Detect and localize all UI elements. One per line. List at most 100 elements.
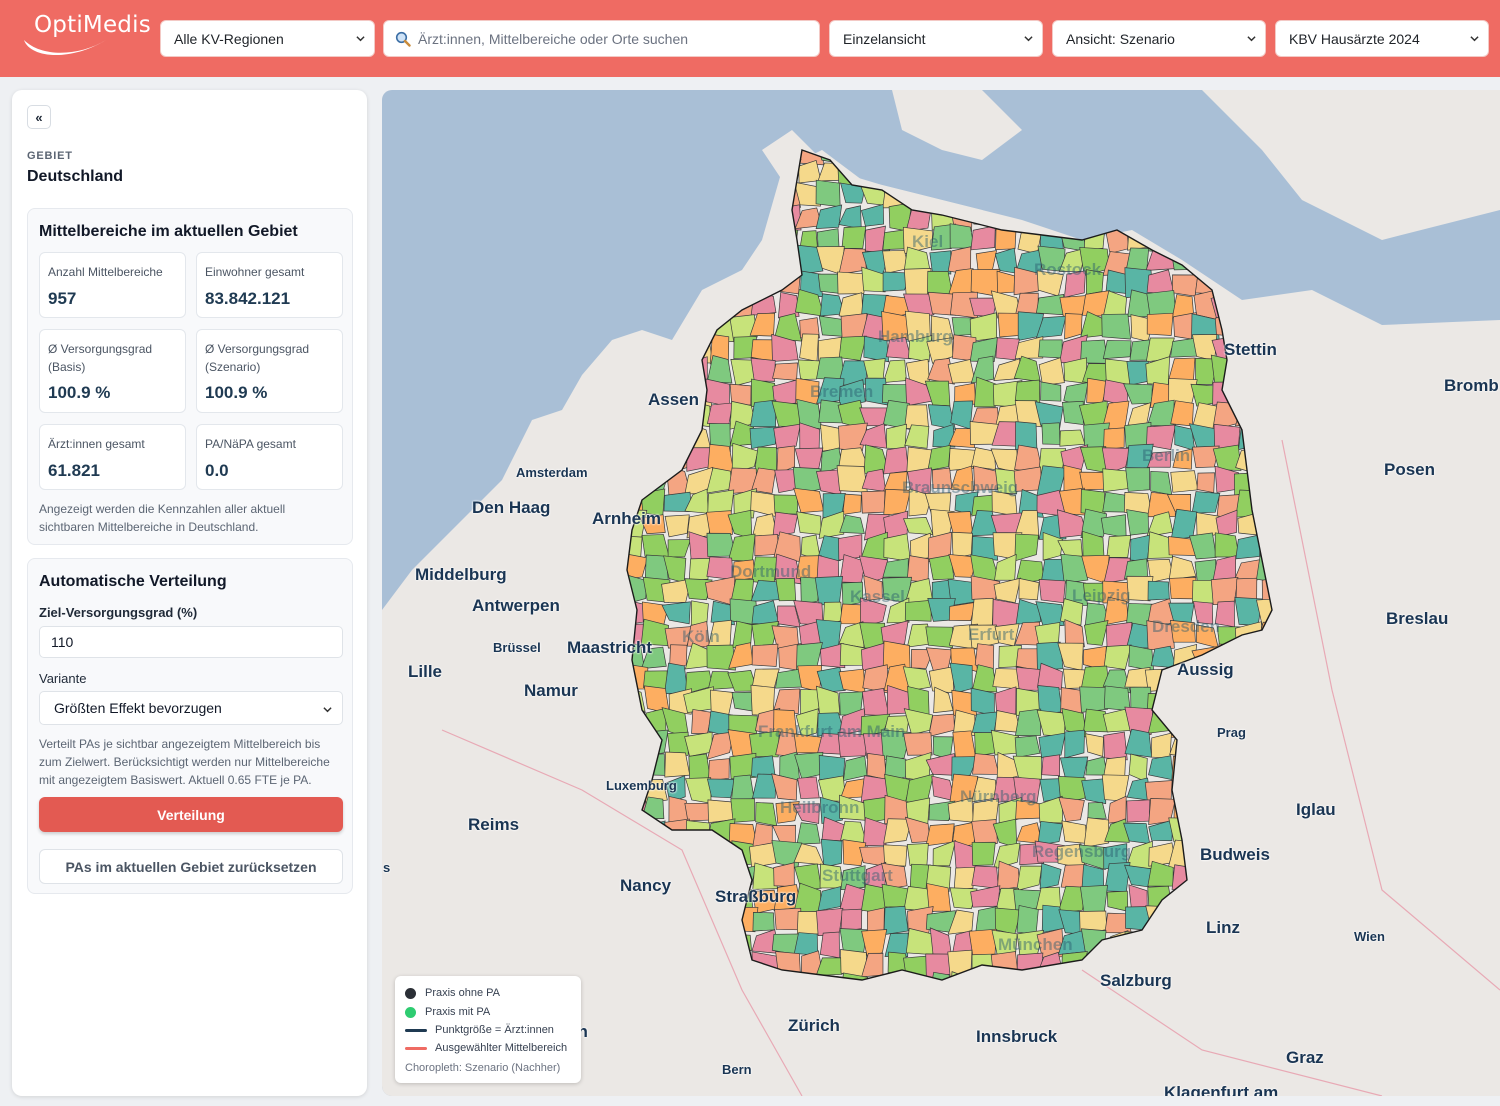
mittelbereich-region[interactable] xyxy=(1041,422,1061,445)
mittelbereich-region[interactable] xyxy=(1035,315,1067,339)
mittelbereich-region[interactable] xyxy=(667,539,692,558)
mittelbereich-region[interactable] xyxy=(773,688,801,715)
mittelbereich-region[interactable] xyxy=(749,426,780,449)
mittelbereich-region[interactable] xyxy=(859,531,888,562)
mittelbereich-region[interactable] xyxy=(863,575,883,601)
scenario-select[interactable]: Ansicht: Szenario xyxy=(1052,20,1266,57)
mittelbereich-region[interactable] xyxy=(1103,427,1125,451)
mittelbereich-region[interactable] xyxy=(883,446,909,475)
mittelbereich-region[interactable] xyxy=(776,445,796,475)
mittelbereich-region[interactable] xyxy=(1170,470,1199,493)
mittelbereich-region[interactable] xyxy=(971,841,996,866)
mittelbereich-region[interactable] xyxy=(710,600,735,626)
mittelbereich-region[interactable] xyxy=(1037,685,1063,715)
region-select[interactable]: Alle KV-Regionen xyxy=(160,20,375,57)
mittelbereich-region[interactable] xyxy=(795,708,819,738)
mittelbereich-region[interactable] xyxy=(953,866,976,891)
mittelbereich-region[interactable] xyxy=(949,887,978,910)
mittelbereich-region[interactable] xyxy=(706,644,736,671)
mittelbereich-region[interactable] xyxy=(816,356,845,381)
mittelbereich-region[interactable] xyxy=(1172,448,1193,470)
mittelbereich-region[interactable] xyxy=(1087,801,1107,819)
mittelbereich-region[interactable] xyxy=(623,553,648,581)
mittelbereich-region[interactable] xyxy=(970,597,994,628)
mittelbereich-region[interactable] xyxy=(818,510,845,539)
mittelbereich-region[interactable] xyxy=(1196,472,1215,493)
mittelbereich-region[interactable] xyxy=(814,575,843,606)
mittelbereich-region[interactable] xyxy=(1042,531,1064,561)
mittelbereich-region[interactable] xyxy=(750,357,776,382)
mittelbereich-region[interactable] xyxy=(1126,509,1149,536)
mittelbereich-region[interactable] xyxy=(948,602,976,621)
mittelbereich-region[interactable] xyxy=(927,444,951,471)
mittelbereich-region[interactable] xyxy=(816,666,846,693)
mittelbereich-region[interactable] xyxy=(706,355,733,384)
mittelbereich-region[interactable] xyxy=(993,577,1022,604)
mittelbereich-region[interactable] xyxy=(1171,274,1199,297)
mittelbereich-region[interactable] xyxy=(1124,706,1154,736)
mittelbereich-region[interactable] xyxy=(1146,290,1177,317)
mittelbereich-region[interactable] xyxy=(1215,509,1238,537)
mittelbereich-region[interactable] xyxy=(1058,796,1085,822)
mittelbereich-region[interactable] xyxy=(772,362,798,381)
mittelbereich-region[interactable] xyxy=(839,972,868,1002)
mittelbereich-region[interactable] xyxy=(842,493,862,515)
mittelbereich-region[interactable] xyxy=(1103,756,1127,779)
mittelbereich-region[interactable] xyxy=(815,204,843,230)
mittelbereich-region[interactable] xyxy=(773,423,801,450)
mittelbereich-region[interactable] xyxy=(1013,466,1043,492)
mittelbereich-region[interactable] xyxy=(749,730,780,758)
mittelbereich-region[interactable] xyxy=(932,839,956,867)
mittelbereich-region[interactable] xyxy=(1061,400,1084,425)
mittelbereich-region[interactable] xyxy=(1125,467,1150,492)
mittelbereich-region[interactable] xyxy=(997,312,1022,338)
mittelbereich-region[interactable] xyxy=(1214,532,1240,558)
mittelbereich-region[interactable] xyxy=(1041,754,1061,777)
mittelbereich-region[interactable] xyxy=(731,442,759,474)
mittelbereich-region[interactable] xyxy=(859,407,889,427)
mittelbereich-region[interactable] xyxy=(949,223,975,249)
mittelbereich-region[interactable] xyxy=(861,203,885,227)
mittelbereich-region[interactable] xyxy=(867,907,885,934)
mittelbereich-region[interactable] xyxy=(661,601,691,625)
mittelbereich-region[interactable] xyxy=(992,598,1020,629)
mittelbereich-region[interactable] xyxy=(902,666,932,692)
mittelbereich-region[interactable] xyxy=(865,225,886,254)
mittelbereich-region[interactable] xyxy=(1038,732,1066,759)
view-mode-select[interactable]: Einzelansicht xyxy=(829,20,1043,57)
mittelbereich-region[interactable] xyxy=(752,911,775,932)
mittelbereich-region[interactable] xyxy=(994,686,1017,716)
mittelbereich-region[interactable] xyxy=(1036,641,1064,671)
mittelbereich-region[interactable] xyxy=(688,557,711,582)
mittelbereich-region[interactable] xyxy=(1124,558,1148,580)
mittelbereich-region[interactable] xyxy=(881,862,908,890)
mittelbereich-region[interactable] xyxy=(1018,577,1040,601)
mittelbereich-region[interactable] xyxy=(1101,313,1131,340)
mittelbereich-region[interactable] xyxy=(1150,470,1173,496)
mittelbereich-region[interactable] xyxy=(1040,381,1062,402)
mittelbereich-region[interactable] xyxy=(1106,535,1132,558)
mittelbereich-region[interactable] xyxy=(752,862,778,890)
mittelbereich-region[interactable] xyxy=(771,773,798,801)
mittelbereich-region[interactable] xyxy=(1014,735,1041,758)
mittelbereich-region[interactable] xyxy=(1016,905,1039,935)
mittelbereich-region[interactable] xyxy=(973,376,999,408)
mittelbereich-region[interactable] xyxy=(664,662,689,695)
mittelbereich-region[interactable] xyxy=(797,776,820,799)
mittelbereich-region[interactable] xyxy=(664,514,690,538)
variant-select[interactable]: Größten Effekt bevorzugen xyxy=(39,691,343,725)
mittelbereich-region[interactable] xyxy=(950,465,975,492)
mittelbereich-region[interactable] xyxy=(795,289,825,317)
mittelbereich-region[interactable] xyxy=(1014,708,1042,736)
mittelbereich-region[interactable] xyxy=(640,646,667,670)
mittelbereich-region[interactable] xyxy=(1013,355,1041,383)
mittelbereich-region[interactable] xyxy=(1078,844,1110,871)
mittelbereich-region[interactable] xyxy=(815,179,841,208)
mittelbereich-region[interactable] xyxy=(1058,247,1087,272)
mittelbereich-region[interactable] xyxy=(1191,491,1221,514)
mittelbereich-region[interactable] xyxy=(861,490,886,514)
mittelbereich-region[interactable] xyxy=(882,271,913,292)
mittelbereich-region[interactable] xyxy=(908,335,933,363)
mittelbereich-region[interactable] xyxy=(1126,575,1154,602)
mittelbereich-region[interactable] xyxy=(1170,619,1196,643)
